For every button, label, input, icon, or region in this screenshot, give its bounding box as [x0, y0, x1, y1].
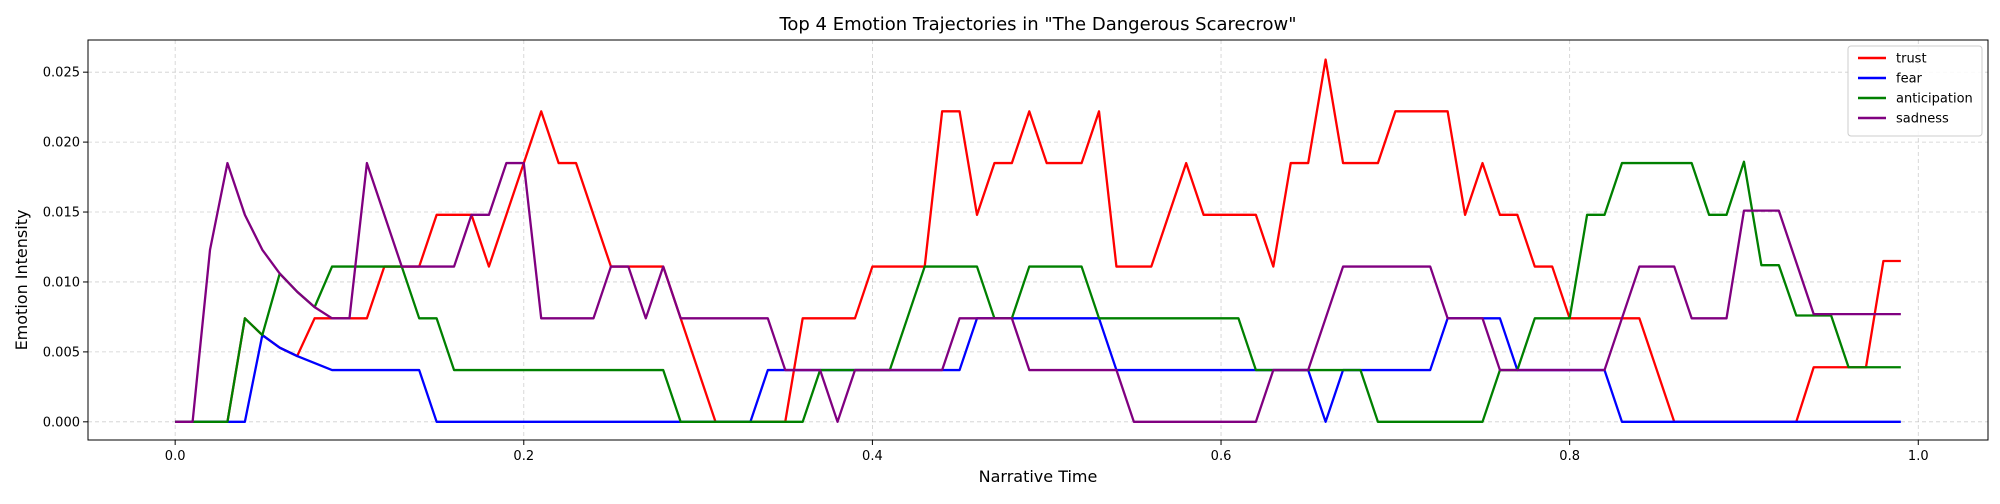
- legend-label-anticipation: anticipation: [1896, 92, 1973, 107]
- grid: [88, 40, 1988, 440]
- y-tick-label: 0.025: [43, 66, 80, 81]
- y-tick-label: 0.000: [43, 415, 80, 430]
- legend: trust fear anticipation sadness: [1847, 45, 1983, 137]
- y-tick-label: 0.005: [43, 345, 80, 360]
- series-line-anticipation: [175, 160, 1901, 423]
- plot-frame: [87, 39, 1989, 441]
- y-tick-label: 0.010: [43, 275, 80, 290]
- series-line-fear: [175, 317, 1901, 423]
- x-tick-label: 0.6: [1211, 449, 1232, 464]
- x-tick-label: 1.0: [1908, 449, 1929, 464]
- series-line-trust: [175, 58, 1901, 423]
- legend-label-trust: trust: [1896, 52, 1927, 67]
- y-tick-label: 0.020: [43, 136, 80, 151]
- x-tick-label: 0.0: [165, 449, 186, 464]
- x-tick-label: 0.4: [862, 449, 883, 464]
- legend-box: [1847, 45, 1983, 137]
- series-line-sadness: [175, 161, 1901, 423]
- x-axis-label: Narrative Time: [979, 467, 1098, 486]
- axis-ticks: 0.0 0.2 0.4 0.6 0.8 1.0 0.000 0.005 0.010 0.015 0.…: [43, 66, 1929, 464]
- y-axis-label: Emotion Intensity: [12, 210, 31, 351]
- chart-title: Top 4 Emotion Trajectories in "The Dange…: [778, 14, 1296, 35]
- legend-label-fear: fear: [1896, 72, 1923, 87]
- x-tick-label: 0.8: [1559, 449, 1580, 464]
- y-tick-label: 0.015: [43, 206, 80, 221]
- legend-label-sadness: sadness: [1896, 112, 1949, 127]
- x-tick-label: 0.2: [513, 449, 534, 464]
- series-lines: [175, 58, 1901, 423]
